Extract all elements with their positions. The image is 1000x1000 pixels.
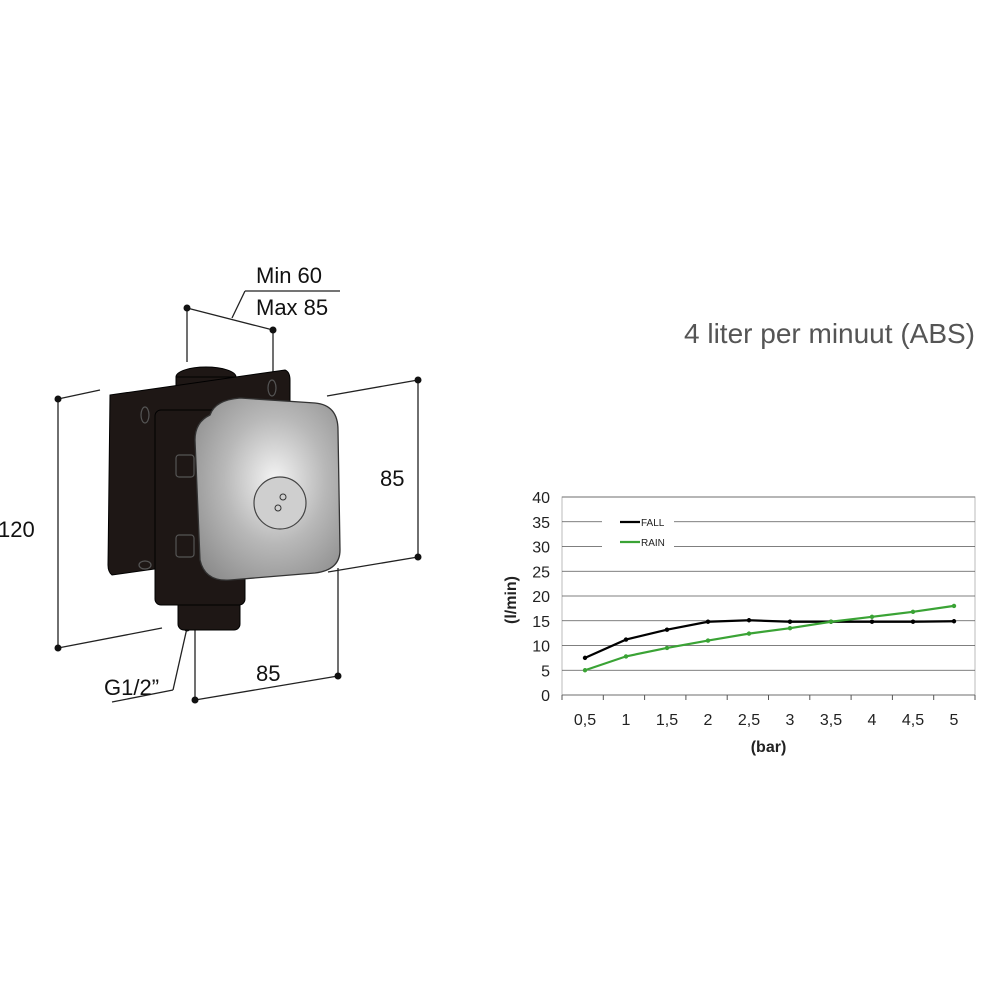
y-axis-label: (l/min) xyxy=(503,576,520,624)
y-tick-label: 15 xyxy=(532,614,550,631)
y-tick-label: 10 xyxy=(532,639,550,656)
data-point-fall xyxy=(869,619,875,624)
y-tick-label: 25 xyxy=(532,564,550,581)
dim-depth-min: Min 60 xyxy=(256,263,323,288)
y-tick-label: 35 xyxy=(532,515,550,532)
dim-depth-max: Max 85 xyxy=(256,295,329,320)
y-tick-label: 5 xyxy=(541,663,550,680)
x-tick-label: 3 xyxy=(786,712,795,729)
y-tick-label: 40 xyxy=(532,490,550,507)
data-point-fall xyxy=(623,637,629,642)
control-button xyxy=(253,476,307,530)
flow-chart: 0 5 10 15 20 25 30 35 40 0,5 1 1,5 2 2,5 3 3,5 4 4,5 5 (bar… xyxy=(503,490,976,756)
data-point-rain xyxy=(664,645,670,651)
product-title: 4 liter per minuut (ABS) xyxy=(684,318,975,349)
data-point-fall xyxy=(787,619,793,624)
x-tick-label: 1,5 xyxy=(656,712,678,729)
legend-label-rain: RAIN xyxy=(641,538,665,549)
x-tick-label: 2,5 xyxy=(738,712,760,729)
dimension-lines xyxy=(57,290,419,703)
data-point-fall xyxy=(951,619,957,624)
x-tick-label: 2 xyxy=(704,712,713,729)
series-line-rain xyxy=(584,604,955,672)
x-axis-label: (bar) xyxy=(751,739,787,756)
dim-plate-height: 85 xyxy=(380,466,405,491)
data-point-rain xyxy=(869,614,875,619)
data-point-fall xyxy=(664,627,670,632)
legend xyxy=(602,514,674,554)
data-point-rain xyxy=(951,603,957,609)
x-tick-label: 3,5 xyxy=(820,712,842,729)
x-tick-label: 5 xyxy=(950,712,959,729)
x-tick-label: 4,5 xyxy=(902,712,924,729)
data-point-rain xyxy=(582,668,588,673)
data-point-fall xyxy=(910,619,916,624)
data-point-rain xyxy=(787,625,793,631)
product-drawing xyxy=(54,290,422,704)
x-tick-label: 0,5 xyxy=(574,712,596,729)
data-point-rain xyxy=(623,654,629,659)
dim-connection: G1/2” xyxy=(104,675,160,700)
x-tick-label: 1 xyxy=(622,712,631,729)
data-point-rain xyxy=(705,638,711,643)
data-point-fall xyxy=(705,619,711,624)
data-point-rain xyxy=(828,619,834,624)
y-tick-label: 30 xyxy=(532,540,550,557)
series-line-fall xyxy=(584,619,955,659)
legend-label-fall: FALL xyxy=(641,518,665,529)
data-point-rain xyxy=(746,631,752,636)
dim-plate-width: 85 xyxy=(256,661,281,686)
data-point-rain xyxy=(910,609,916,615)
data-point-fall xyxy=(582,655,588,661)
x-tick-label: 4 xyxy=(868,712,877,729)
y-tick-label: 0 xyxy=(541,688,550,705)
y-tick-label: 20 xyxy=(532,589,550,606)
data-point-fall xyxy=(746,618,752,623)
dim-height-total: 120 xyxy=(0,517,35,542)
